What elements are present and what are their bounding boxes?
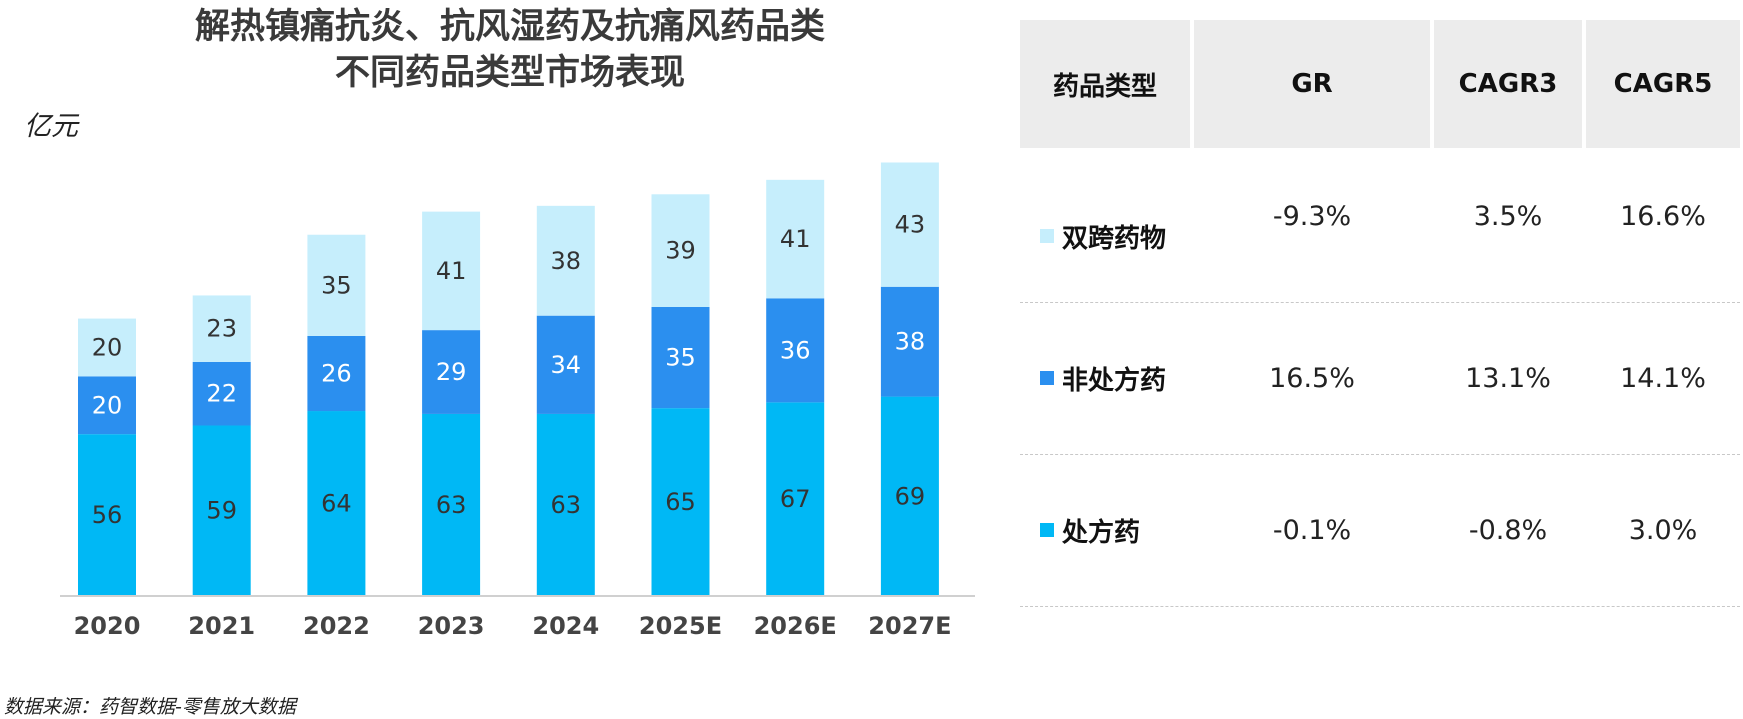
data-label-2027e-series0: 69: [895, 482, 926, 510]
cell-gr: -9.3%: [1272, 200, 1352, 232]
header-gr: GR: [1194, 20, 1430, 148]
cell-cagr3: -0.8%: [1468, 514, 1548, 546]
data-label-2020-series1: 20: [92, 391, 123, 419]
data-label-2027e-series2: 43: [895, 211, 926, 239]
data-label-2020-series2: 20: [92, 333, 123, 361]
bar-segment-2021-series1: [192, 361, 251, 426]
bar-segment-2026e-series0: [766, 402, 825, 596]
row-label: 处方药: [1020, 454, 1210, 606]
table-row: 处方药 -0.1% -0.8% 3.0%: [1020, 454, 1740, 607]
bar-segment-2024-series1: [536, 315, 595, 414]
y-axis-unit-label: 亿元: [24, 111, 78, 142]
table-row: 双跨药物 -9.3% 3.5% 16.6%: [1020, 150, 1740, 303]
data-label-2025e-series2: 39: [665, 237, 696, 265]
x-tick-labels: 2020 2021 2022 2023 2024 2025E 2026E 2027E: [74, 612, 952, 640]
bar-segment-2023-series1: [422, 330, 481, 414]
row-label: 双跨药物: [1020, 160, 1210, 312]
data-label-2025e-series1: 35: [665, 344, 696, 372]
x-tick-label-2023: 2023: [418, 612, 485, 640]
labels-layer: 56 20 20 59 22 23 64 26 35 63 29 41 63 34 38 65 35 39 67 36…: [92, 211, 925, 529]
x-tick-label-2026e: 2026E: [754, 612, 837, 640]
cell-cagr5: 16.6%: [1620, 200, 1706, 232]
bars-layer: [78, 162, 939, 596]
bar-segment-2022-series1: [307, 335, 366, 412]
row-name: 双跨药物: [1062, 223, 1167, 254]
x-tick-label-2020: 2020: [74, 612, 141, 640]
x-tick-label-2024: 2024: [532, 612, 599, 640]
chart-title-line2: 不同药品类型市场表现: [334, 53, 685, 93]
chart-title: 解热镇痛抗炎、抗风湿药及抗痛风药品类 不同药品类型市场表现: [130, 4, 890, 96]
data-label-2025e-series0: 65: [665, 488, 696, 516]
data-label-2021-series2: 23: [206, 315, 237, 343]
bar-segment-2021-series2: [192, 295, 251, 362]
bar-segment-2026e-series1: [766, 298, 825, 403]
data-label-2020-series0: 56: [92, 501, 123, 529]
bar-segment-2020-series1: [78, 376, 136, 435]
stacked-bar-chart: 5620205922236426356329416334386535396736…: [60, 162, 975, 640]
data-source-note: 数据来源：药智数据-零售放大数据: [4, 696, 296, 718]
cell-cagr5: 14.1%: [1620, 362, 1706, 394]
bar-segment-2020-series0: [78, 434, 136, 596]
data-label-2022-series0: 64: [321, 490, 352, 518]
bar-segment-2024-series0: [536, 413, 595, 596]
data-label-2023-series1: 29: [436, 358, 467, 386]
bar-segment-2027e-series0: [880, 396, 939, 596]
data-label-2024-series2: 38: [551, 247, 582, 275]
bar-segment-2025e-series0: [651, 408, 710, 596]
data-label-2021-series0: 59: [206, 497, 237, 525]
x-tick-label-2021: 2021: [188, 612, 255, 640]
bar-segment-2023-series2: [422, 211, 481, 331]
x-tick-label-2027e: 2027E: [868, 612, 951, 640]
data-label-2024-series1: 34: [551, 351, 582, 379]
header-cagr3: CAGR3: [1434, 20, 1582, 148]
header-cagr5: CAGR5: [1586, 20, 1740, 148]
row-name: 非处方药: [1062, 365, 1167, 396]
data-label-2023-series0: 63: [436, 491, 467, 519]
data-label-2022-series2: 35: [321, 271, 352, 299]
x-tick-label-2022: 2022: [303, 612, 370, 640]
legend-swatch-icon: [1040, 229, 1054, 243]
bar-segment-2022-series2: [307, 234, 366, 336]
data-label-2021-series1: 22: [206, 380, 237, 408]
row-name: 处方药: [1062, 517, 1141, 548]
bar-segment-2020-series2: [78, 318, 136, 377]
data-label-2026e-series0: 67: [780, 485, 811, 513]
bar-segment-2024-series2: [536, 205, 595, 316]
bar-segment-2027e-series1: [880, 286, 939, 397]
cell-cagr3: 13.1%: [1465, 362, 1551, 394]
bar-segment-2021-series0: [192, 425, 251, 596]
data-label-2022-series1: 26: [321, 359, 352, 387]
bar-segment-2022-series0: [307, 411, 366, 596]
legend-swatch-icon: [1040, 523, 1054, 537]
bar-segment-2026e-series2: [766, 179, 825, 299]
x-tick-label-2025e: 2025E: [639, 612, 722, 640]
chart-title-line1: 解热镇痛抗炎、抗风湿药及抗痛风药品类: [194, 7, 825, 47]
cell-cagr3: 3.5%: [1473, 200, 1543, 232]
row-label: 非处方药: [1020, 302, 1210, 454]
cell-gr: -0.1%: [1272, 514, 1352, 546]
data-label-2023-series2: 41: [436, 257, 467, 285]
cell-gr: 16.5%: [1269, 362, 1355, 394]
bar-segment-2025e-series2: [651, 194, 710, 307]
data-label-2026e-series2: 41: [780, 225, 811, 253]
bar-segment-2023-series0: [422, 413, 481, 596]
header-drug-type: 药品类型: [1020, 20, 1190, 148]
data-label-2027e-series1: 38: [895, 328, 926, 356]
data-label-2024-series0: 63: [551, 491, 582, 519]
table-row: 非处方药 16.5% 13.1% 14.1%: [1020, 302, 1740, 455]
cell-cagr5: 3.0%: [1628, 514, 1698, 546]
bar-segment-2025e-series1: [651, 307, 710, 409]
legend-swatch-icon: [1040, 371, 1054, 385]
table-header: 药品类型 GR CAGR3 CAGR5: [1020, 18, 1740, 148]
data-label-2026e-series1: 36: [780, 336, 811, 364]
bar-segment-2027e-series2: [880, 162, 939, 287]
